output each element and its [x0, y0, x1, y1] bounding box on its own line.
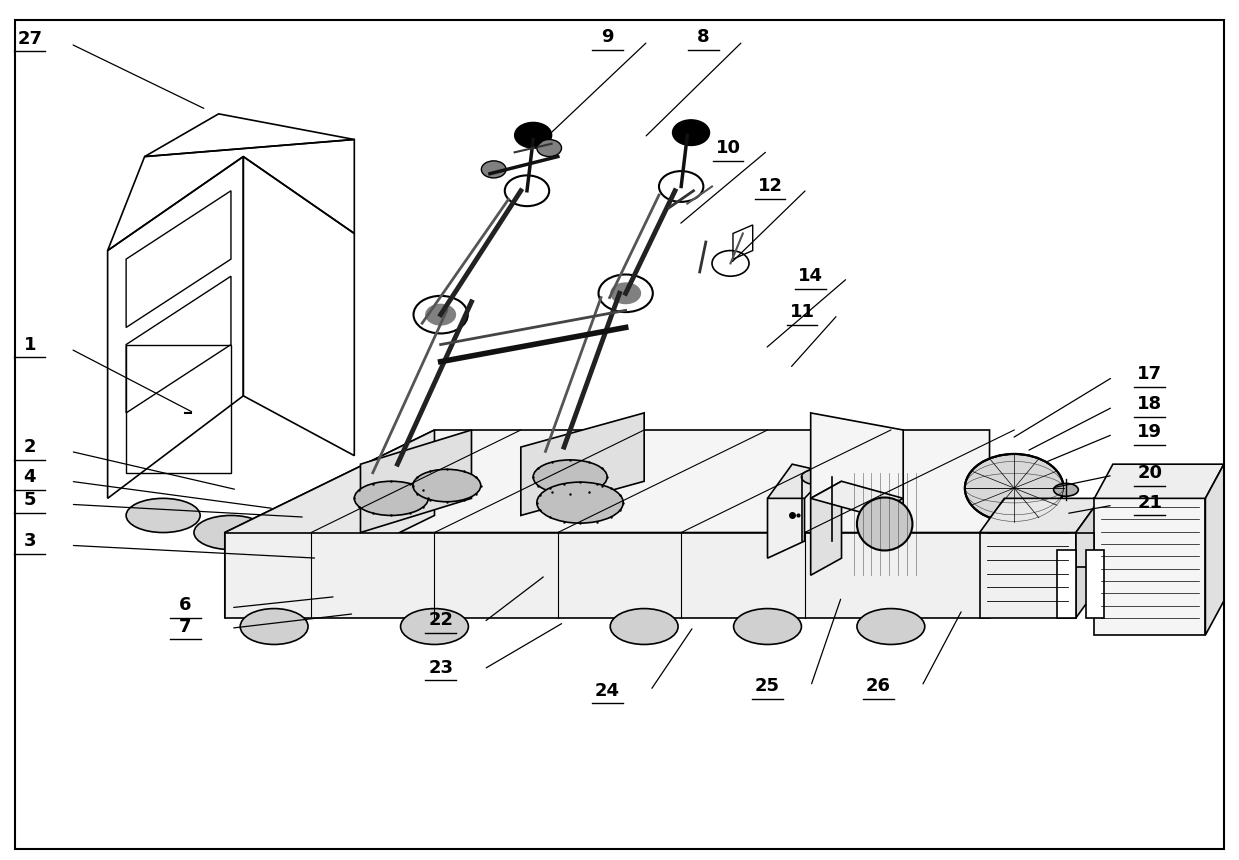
Ellipse shape	[802, 470, 833, 485]
Polygon shape	[361, 430, 472, 532]
Circle shape	[965, 454, 1063, 522]
Text: 9: 9	[601, 28, 613, 46]
Text: 6: 6	[180, 596, 192, 614]
Ellipse shape	[400, 609, 468, 644]
Ellipse shape	[1053, 483, 1078, 496]
Text: 7: 7	[180, 617, 192, 636]
Text: 25: 25	[755, 678, 781, 696]
Text: 10: 10	[716, 139, 741, 157]
Text: 22: 22	[429, 611, 453, 629]
Circle shape	[482, 161, 506, 178]
Polygon shape	[224, 430, 435, 618]
Text: 18: 18	[1137, 396, 1162, 414]
Polygon shape	[1094, 464, 1224, 498]
Ellipse shape	[354, 482, 429, 515]
Text: 4: 4	[24, 468, 36, 486]
Polygon shape	[224, 532, 990, 618]
Circle shape	[536, 139, 561, 157]
Text: 2: 2	[24, 438, 36, 456]
Polygon shape	[980, 498, 1100, 532]
Ellipse shape	[195, 515, 268, 550]
Ellipse shape	[733, 609, 802, 644]
Text: 5: 5	[24, 491, 36, 509]
Ellipse shape	[857, 609, 924, 644]
Polygon shape	[810, 413, 903, 515]
Polygon shape	[1094, 498, 1206, 635]
Circle shape	[673, 120, 710, 145]
Text: 11: 11	[789, 303, 814, 321]
Text: 20: 20	[1137, 464, 1162, 482]
Polygon shape	[767, 482, 804, 558]
Polygon shape	[1057, 550, 1075, 618]
Text: 1: 1	[24, 335, 36, 353]
Ellipse shape	[126, 498, 201, 532]
Polygon shape	[520, 413, 644, 515]
Text: 8: 8	[698, 28, 710, 46]
Ellipse shape	[533, 460, 607, 494]
Text: 21: 21	[1137, 494, 1162, 512]
Ellipse shape	[536, 482, 623, 523]
Text: 27: 27	[17, 29, 42, 47]
Text: 12: 12	[757, 177, 783, 195]
Text: 3: 3	[24, 532, 36, 550]
Circle shape	[514, 122, 551, 148]
Polygon shape	[810, 482, 841, 575]
Polygon shape	[767, 464, 829, 498]
Text: 17: 17	[1137, 366, 1162, 384]
Ellipse shape	[413, 470, 481, 501]
Text: 26: 26	[866, 678, 891, 696]
Polygon shape	[224, 430, 990, 532]
Ellipse shape	[857, 497, 912, 550]
Polygon shape	[1075, 498, 1100, 618]
Polygon shape	[1206, 464, 1224, 635]
Text: 24: 24	[595, 682, 620, 699]
Circle shape	[426, 304, 456, 325]
Polygon shape	[1085, 550, 1104, 618]
Polygon shape	[1075, 532, 1094, 567]
Polygon shape	[980, 532, 1075, 618]
Ellipse shape	[240, 609, 309, 644]
Text: 19: 19	[1137, 423, 1162, 440]
Polygon shape	[810, 482, 903, 515]
Text: 14: 14	[798, 267, 823, 286]
Ellipse shape	[611, 609, 678, 644]
Circle shape	[611, 283, 641, 304]
Text: 23: 23	[429, 659, 453, 677]
